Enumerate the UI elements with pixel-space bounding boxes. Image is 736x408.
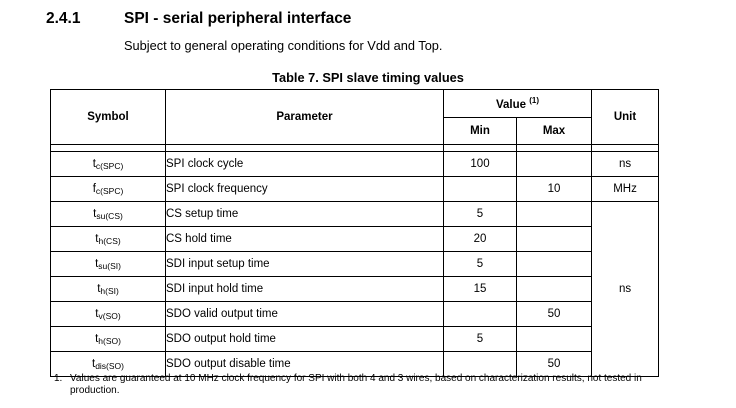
footnote-number: 1. xyxy=(54,373,63,384)
header-value-note: (1) xyxy=(529,96,540,106)
section-heading: 2.4.1 SPI - serial peripheral interface xyxy=(46,10,351,28)
parameter-cell: CS setup time xyxy=(165,201,444,227)
min-cell xyxy=(443,351,517,377)
table-row: fc(SPC) SPI clock frequency 10 MHz xyxy=(50,176,660,202)
parameter-cell: SDI input setup time xyxy=(165,251,444,277)
min-cell: 5 xyxy=(443,201,517,227)
table-row: tv(SO) SDO valid output time 50 xyxy=(50,301,659,327)
parameter-cell: SPI clock frequency xyxy=(165,176,444,202)
table-row: th(SI) SDI input hold time 15 xyxy=(50,276,659,302)
table-row: tsu(CS) CS setup time 5 ns xyxy=(50,201,660,377)
min-cell: 100 xyxy=(443,151,517,177)
symbol-cell: tsu(SI) xyxy=(50,251,166,277)
symbol-cell: tv(SO) xyxy=(50,301,166,327)
min-cell: 5 xyxy=(443,326,517,352)
parameter-cell: SDO valid output time xyxy=(165,301,444,327)
header-min: Min xyxy=(443,117,517,145)
parameter-cell: SDI input hold time xyxy=(165,276,444,302)
symbol-cell: th(CS) xyxy=(50,226,166,252)
parameter-cell: SDO output hold time xyxy=(165,326,444,352)
table-row: th(CS) CS hold time 20 xyxy=(50,226,659,252)
table-footnote: 1. Values are guaranteed at 10 MHz clock… xyxy=(54,373,654,397)
header-symbol: Symbol xyxy=(50,89,166,145)
section-number: 2.4.1 xyxy=(46,10,81,27)
table-header-gap xyxy=(50,144,660,152)
max-cell xyxy=(515,251,593,277)
table-row: tdis(SO) SDO output disable time 50 xyxy=(50,351,659,377)
section-subtitle: Subject to general operating conditions … xyxy=(124,38,443,53)
table-row: th(SO) SDO output hold time 5 xyxy=(50,326,659,352)
section-title: SPI - serial peripheral interface xyxy=(124,10,352,27)
max-cell xyxy=(515,201,593,227)
header-max: Max xyxy=(515,117,593,145)
max-cell xyxy=(515,326,593,352)
max-cell xyxy=(515,276,593,302)
header-parameter: Parameter xyxy=(165,89,444,145)
min-cell xyxy=(443,176,517,202)
min-cell: 15 xyxy=(443,276,517,302)
symbol-cell: tdis(SO) xyxy=(50,351,166,377)
max-cell: 10 xyxy=(515,176,593,202)
min-cell: 5 xyxy=(443,251,517,277)
spi-timing-table: Symbol Parameter Value (1) Unit Min Max … xyxy=(50,89,660,377)
min-cell xyxy=(443,301,517,327)
header-value-label: Value xyxy=(495,98,527,111)
max-cell xyxy=(515,151,593,177)
parameter-cell: CS hold time xyxy=(165,226,444,252)
unit-cell-merged: ns xyxy=(591,201,660,377)
symbol-cell: th(SI) xyxy=(50,276,166,302)
max-cell xyxy=(515,226,593,252)
header-unit: Unit xyxy=(591,89,660,145)
parameter-cell: SDO output disable time xyxy=(165,351,444,377)
header-value: Value (1) xyxy=(442,89,593,118)
max-cell: 50 xyxy=(515,351,593,377)
table-caption: Table 7. SPI slave timing values xyxy=(272,70,464,85)
symbol-cell: fc(SPC) xyxy=(50,176,166,202)
parameter-cell: SPI clock cycle xyxy=(165,151,444,177)
table-row: tsu(SI) SDI input setup time 5 xyxy=(50,251,659,277)
min-cell: 20 xyxy=(443,226,517,252)
unit-cell: ns xyxy=(591,151,660,177)
symbol-cell: tsu(CS) xyxy=(50,201,166,227)
footnote-text: Values are guaranteed at 10 MHz clock fr… xyxy=(70,373,642,396)
table-row: tc(SPC) SPI clock cycle 100 ns xyxy=(50,151,660,177)
unit-cell: MHz xyxy=(591,176,660,202)
symbol-cell: tc(SPC) xyxy=(50,151,166,177)
symbol-cell: th(SO) xyxy=(50,326,166,352)
max-cell: 50 xyxy=(515,301,593,327)
